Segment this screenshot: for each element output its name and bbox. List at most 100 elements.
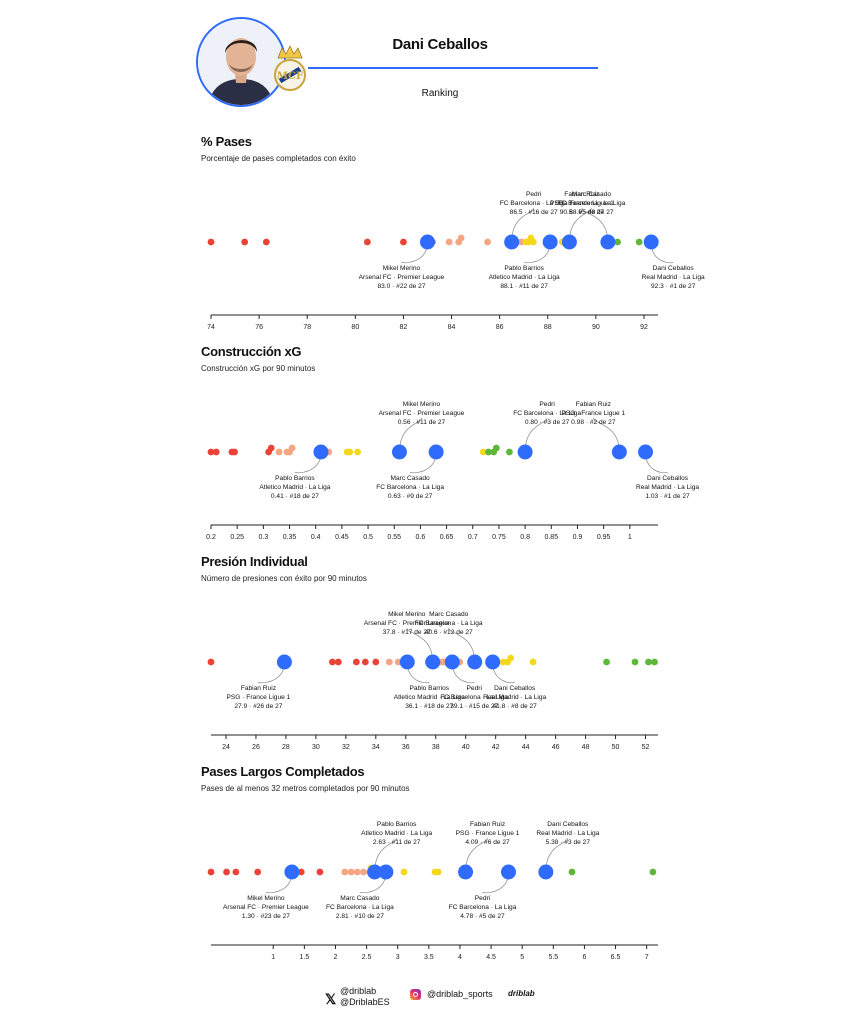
highlight-label-team: Atletico Madrid · La Liga [489, 274, 560, 281]
x-tick-label: 7 [645, 954, 649, 961]
highlight-label-team: Atletico Madrid · La Liga [259, 484, 330, 491]
panel-presion-individual: 24 26 28 30 32 34 36 38 40 42 44 46 48 50 52 Fabian Rui… [0, 554, 864, 759]
x-tick-label: 38 [432, 744, 440, 751]
highlight-label-name: Pedri [526, 191, 542, 198]
player-dot [372, 658, 380, 666]
x-tick-label: 3 [396, 954, 400, 961]
highlight-label-team: Real Madrid · La Liga [642, 274, 705, 281]
highlight-label-name: Mikel Merino [247, 895, 285, 902]
x-tick-label: 30 [312, 744, 320, 751]
highlight-label-name: Pedri [467, 685, 483, 692]
player-dot [347, 868, 355, 876]
player-dot [479, 448, 487, 456]
player-dot [651, 658, 658, 666]
highlight-label-team: Atletico Madrid · La Liga [361, 830, 432, 837]
highlight-label-name: Fabian Ruiz [470, 821, 505, 828]
highlight-label-rank: 4.09 · #6 de 27 [465, 839, 510, 846]
highlight-player-dot [467, 654, 483, 670]
player-dot [341, 868, 349, 876]
player-dot [649, 868, 657, 876]
highlight-label-name: Dani Ceballos [547, 821, 589, 828]
x-tick-label: 6.5 [611, 954, 621, 961]
highlight-label-name: Marc Casado [391, 475, 431, 482]
x-tick-label: 24 [222, 744, 230, 751]
x-tick-label: 0.3 [258, 534, 268, 541]
player-dot [614, 238, 621, 246]
player-dot [400, 868, 408, 876]
highlight-label-rank: 39.1 · #15 de 27 [450, 703, 498, 710]
panel-pases-largos: 1 1.5 2 2.5 3 3.5 4 4.5 5 5.5 6 6.5 7 Mikel Merino Ars… [0, 764, 864, 969]
player-dot [507, 654, 515, 662]
highlight-player-dot [561, 234, 577, 250]
chart-subtitle: Número de presiones con éxito por 90 min… [201, 574, 367, 583]
player-dot [517, 238, 525, 246]
highlight-label-rank: 4.78 · #5 de 27 [460, 913, 505, 920]
instagram-handle[interactable]: @driblab_sports [427, 989, 493, 999]
highlight-player-dot [444, 654, 460, 670]
x-tick-label: 86 [496, 324, 504, 331]
player-dot [297, 868, 305, 876]
player-dot [254, 868, 262, 876]
x-tick-label: 76 [255, 324, 263, 331]
highlight-label-rank: 37.8 · #17 de 27 [383, 629, 431, 636]
highlight-label-rank: 2.63 · #11 de 27 [373, 839, 421, 846]
highlight-player-dot [638, 444, 654, 460]
x-tick-label: 0.8 [520, 534, 530, 541]
highlight-label-name: Marc Casado [572, 191, 612, 198]
player-dot [400, 238, 407, 246]
highlight-label-rank: 41.8 · #8 de 27 [492, 703, 537, 710]
player-name: Dani Ceballos [392, 36, 488, 53]
highlight-player-dot [419, 234, 435, 250]
highlight-label-rank: 1.03 · #1 de 27 [645, 493, 690, 500]
player-dot [457, 234, 465, 242]
instagram-icon [410, 989, 421, 1000]
highlight-label-name: Pedri [475, 895, 491, 902]
chart-construccion-xg: 0.2 0.25 0.3 0.35 0.4 0.45 0.5 0.55 0.6 0.65 0.7 0.… [206, 401, 699, 541]
highlight-label-rank: 86.5 · #16 de 27 [510, 209, 558, 216]
x-tick-label: 1 [271, 954, 275, 961]
chart-title: Presión Individual [201, 554, 308, 569]
panel-pases: 74 76 78 80 82 84 86 88 90 92 Mikel Merino Arsenal … [0, 134, 864, 339]
player-dot [316, 868, 324, 876]
x-tick-label: 0.5 [363, 534, 373, 541]
x-tick-label: 4 [458, 954, 462, 961]
header-divider [308, 67, 598, 69]
x-tick-label: 0.65 [440, 534, 454, 541]
x-tick-label: 74 [207, 324, 215, 331]
player-dot [352, 658, 360, 666]
x-handle-secondary[interactable]: @DriblabES [340, 997, 390, 1007]
player-dot [603, 658, 610, 666]
player-dot [363, 238, 371, 246]
brand-logo: driblab [508, 989, 535, 998]
highlight-label-name: Mikel Merino [388, 611, 426, 618]
chart-pases-largos: 1 1.5 2 2.5 3 3.5 4 4.5 5 5.5 6 6.5 7 Mikel Merino Ars… [207, 821, 658, 961]
highlight-label-team: FC Barcelona · La Liga [557, 200, 625, 207]
highlight-player-dot [284, 864, 300, 880]
x-tick-label: 0.6 [416, 534, 426, 541]
highlight-label-name: Fabian Ruiz [564, 191, 599, 198]
player-dot [631, 658, 639, 666]
highlight-label-team: FC Barcelona · La Liga [415, 620, 483, 627]
highlight-label-name: Pedri [539, 401, 555, 408]
x-tick-label: 2 [334, 954, 338, 961]
player-header: MCF Dani Ceballos Ranking [0, 0, 864, 125]
player-dot [262, 238, 270, 246]
player-dot [275, 448, 283, 456]
x-tick-label: 36 [402, 744, 410, 751]
highlight-label-team: FC Barcelona · La Liga [513, 410, 581, 417]
highlight-player-dot [538, 864, 554, 880]
x-handle-primary[interactable]: @driblаb [340, 986, 377, 996]
chart-subtitle: Porcentaje de pases completados con éxit… [201, 154, 356, 163]
x-tick-label: 4.5 [486, 954, 496, 961]
highlight-label-team: FC Barcelona · La Liga [440, 694, 508, 701]
x-tick-label: 78 [303, 324, 311, 331]
player-dot [635, 238, 643, 246]
x-tick-label: 32 [342, 744, 350, 751]
player-dot [445, 238, 453, 246]
highlight-player-dot [600, 234, 616, 250]
x-tick-label: 44 [522, 744, 530, 751]
highlight-player-dot [643, 234, 659, 250]
highlight-label-name: Pablo Barrios [409, 685, 449, 692]
highlight-player-dot [399, 654, 415, 670]
highlight-label-team: Real Madrid · La Liga [483, 694, 546, 701]
